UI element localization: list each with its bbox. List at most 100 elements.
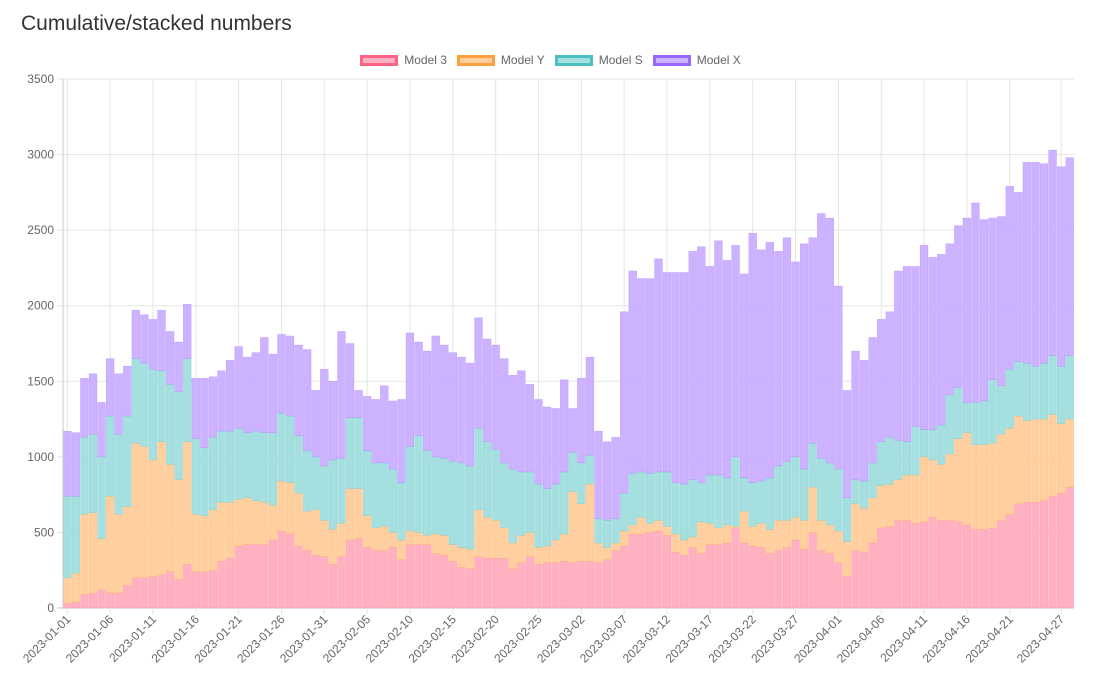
bar-model-x[interactable] bbox=[825, 217, 834, 464]
bar-model-y[interactable] bbox=[937, 464, 946, 521]
bar-model-3[interactable] bbox=[842, 576, 852, 609]
bar-model-x[interactable] bbox=[328, 381, 338, 461]
bar-model-3[interactable] bbox=[243, 544, 252, 609]
bar-model-y[interactable] bbox=[877, 485, 886, 529]
bar-model-x[interactable] bbox=[851, 350, 860, 480]
bar-model-x[interactable] bbox=[988, 217, 997, 380]
bar-model-x[interactable] bbox=[465, 362, 475, 467]
bar-model-s[interactable] bbox=[397, 482, 406, 541]
bar-model-y[interactable] bbox=[611, 542, 620, 551]
bar-model-s[interactable] bbox=[628, 473, 637, 526]
bar-model-y[interactable] bbox=[851, 503, 860, 551]
bar-model-s[interactable] bbox=[165, 384, 175, 465]
bar-model-x[interactable] bbox=[902, 266, 912, 442]
bar-model-s[interactable] bbox=[508, 468, 517, 544]
bar-model-3[interactable] bbox=[234, 545, 243, 609]
bar-model-3[interactable] bbox=[183, 563, 192, 609]
bar-model-x[interactable] bbox=[919, 245, 929, 430]
bar-model-x[interactable] bbox=[1031, 161, 1040, 367]
bar-model-s[interactable] bbox=[688, 479, 697, 538]
bar-model-3[interactable] bbox=[388, 547, 398, 609]
bar-model-x[interactable] bbox=[834, 285, 843, 470]
bar-model-3[interactable] bbox=[808, 532, 817, 609]
bar-model-x[interactable] bbox=[422, 350, 432, 452]
bar-model-x[interactable] bbox=[945, 243, 954, 396]
bar-model-3[interactable] bbox=[1005, 514, 1014, 609]
bar-model-x[interactable] bbox=[671, 272, 680, 483]
bar-model-s[interactable] bbox=[637, 471, 646, 518]
bar-model-s[interactable] bbox=[1039, 362, 1049, 420]
bar-model-s[interactable] bbox=[979, 400, 989, 445]
bar-model-3[interactable] bbox=[817, 550, 826, 609]
bar-model-s[interactable] bbox=[611, 518, 620, 544]
bar-model-s[interactable] bbox=[954, 387, 963, 439]
bar-model-3[interactable] bbox=[474, 556, 483, 609]
bar-model-3[interactable] bbox=[363, 547, 372, 609]
bar-model-y[interactable] bbox=[842, 541, 852, 577]
bar-model-x[interactable] bbox=[80, 378, 89, 438]
bar-model-3[interactable] bbox=[465, 568, 475, 609]
bar-model-y[interactable] bbox=[791, 517, 800, 541]
bar-model-y[interactable] bbox=[714, 527, 723, 545]
bar-model-s[interactable] bbox=[277, 412, 286, 482]
bar-model-y[interactable] bbox=[748, 526, 757, 547]
bar-model-s[interactable] bbox=[791, 456, 800, 518]
bar-model-s[interactable] bbox=[560, 471, 569, 535]
bar-model-s[interactable] bbox=[851, 479, 860, 504]
bar-model-y[interactable] bbox=[560, 533, 569, 562]
bar-model-s[interactable] bbox=[731, 456, 740, 527]
bar-model-3[interactable] bbox=[1065, 486, 1074, 609]
bar-model-s[interactable] bbox=[371, 462, 380, 529]
bar-model-3[interactable] bbox=[397, 559, 406, 609]
bar-model-y[interactable] bbox=[405, 530, 415, 545]
bar-model-s[interactable] bbox=[877, 441, 886, 486]
bar-model-x[interactable] bbox=[354, 390, 363, 418]
bar-model-s[interactable] bbox=[534, 483, 543, 548]
bar-model-s[interactable] bbox=[251, 430, 260, 501]
bar-model-s[interactable] bbox=[525, 471, 535, 533]
bar-model-s[interactable] bbox=[988, 379, 997, 444]
bar-model-y[interactable] bbox=[1048, 414, 1057, 497]
bar-model-y[interactable] bbox=[1022, 420, 1032, 503]
bar-model-y[interactable] bbox=[234, 498, 243, 547]
bar-model-y[interactable] bbox=[928, 459, 937, 518]
bar-model-3[interactable] bbox=[748, 545, 757, 609]
bar-model-s[interactable] bbox=[808, 443, 817, 488]
bar-model-s[interactable] bbox=[131, 358, 140, 444]
bar-model-y[interactable] bbox=[1005, 427, 1014, 515]
bar-model-s[interactable] bbox=[88, 433, 98, 513]
bar-model-3[interactable] bbox=[380, 550, 389, 609]
bar-model-y[interactable] bbox=[705, 523, 715, 545]
bar-model-x[interactable] bbox=[602, 441, 612, 521]
bar-model-x[interactable] bbox=[799, 243, 809, 470]
bar-model-y[interactable] bbox=[243, 497, 252, 545]
bar-model-x[interactable] bbox=[911, 266, 920, 427]
bar-model-s[interactable] bbox=[902, 441, 912, 476]
bar-model-3[interactable] bbox=[1022, 502, 1032, 609]
bar-model-y[interactable] bbox=[740, 511, 749, 544]
bar-model-3[interactable] bbox=[945, 520, 954, 609]
bar-model-x[interactable] bbox=[277, 334, 286, 414]
bar-model-s[interactable] bbox=[97, 456, 106, 539]
bar-model-3[interactable] bbox=[928, 517, 937, 609]
bar-model-x[interactable] bbox=[414, 341, 423, 436]
bar-model-s[interactable] bbox=[311, 456, 320, 510]
bar-model-s[interactable] bbox=[1022, 362, 1032, 421]
bar-model-3[interactable] bbox=[602, 559, 612, 609]
bar-model-s[interactable] bbox=[414, 435, 423, 533]
bar-model-3[interactable] bbox=[217, 560, 226, 609]
bar-model-3[interactable] bbox=[88, 592, 98, 609]
bar-model-s[interactable] bbox=[354, 417, 363, 489]
bar-model-s[interactable] bbox=[894, 440, 903, 480]
bar-model-3[interactable] bbox=[731, 527, 740, 609]
bar-model-x[interactable] bbox=[748, 232, 757, 483]
bar-model-3[interactable] bbox=[979, 529, 989, 609]
bar-model-y[interactable] bbox=[654, 520, 663, 532]
bar-model-3[interactable] bbox=[551, 562, 560, 609]
bar-model-3[interactable] bbox=[594, 562, 603, 609]
bar-model-x[interactable] bbox=[285, 335, 295, 417]
bar-model-y[interactable] bbox=[808, 486, 817, 533]
bar-model-3[interactable] bbox=[174, 579, 183, 609]
bar-model-y[interactable] bbox=[440, 535, 449, 556]
bar-model-3[interactable] bbox=[260, 544, 269, 609]
